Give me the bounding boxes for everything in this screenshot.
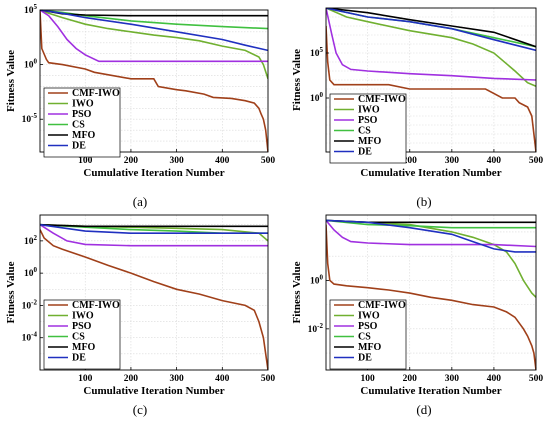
series-line-de: [326, 219, 536, 253]
y-axis-title: Fitness Value: [291, 261, 303, 323]
series-line-de: [326, 8, 536, 52]
x-tick-label: 500: [261, 156, 276, 166]
axes-frame: [39, 214, 269, 371]
series-line-mfo: [326, 8, 536, 48]
y-tick-label: 100: [24, 58, 38, 71]
x-tick-label: 300: [169, 156, 184, 166]
x-tick-label: 500: [529, 156, 544, 166]
legend-label: DE: [72, 353, 86, 364]
chart-panel-4: 100 200 300 400 500 100 10-2 Cumulative Iterati…: [291, 214, 544, 417]
y-axis-title: Fitness Value: [291, 49, 303, 111]
legend-label: DE: [72, 141, 86, 152]
legend-label: PSO: [72, 109, 92, 120]
legend-label: CMF-IWO: [72, 300, 120, 311]
legend-label: DE: [358, 147, 372, 158]
legend-label: CMF-IWO: [72, 88, 120, 99]
x-tick-label: 300: [169, 374, 184, 384]
x-tick-label: 200: [403, 156, 418, 166]
series-line-cmf-iwo: [40, 10, 268, 152]
x-tick-label: 100: [78, 374, 93, 384]
panel-caption: (d): [416, 402, 431, 417]
y-axis-title: Fitness Value: [5, 261, 17, 323]
y-tick-label: 100: [310, 91, 324, 104]
series-line-de: [40, 10, 268, 52]
series-line-pso: [326, 8, 536, 81]
legend-label: CMF-IWO: [358, 300, 406, 311]
legend-label: MFO: [72, 342, 96, 353]
x-tick-label: 300: [445, 374, 460, 384]
legend-label: CS: [72, 120, 85, 131]
y-tick-label: 102: [24, 234, 38, 247]
x-tick-label: 200: [124, 156, 139, 166]
legend-label: MFO: [358, 136, 382, 147]
chart-panel-2: 100200300400500105100Cumulative Iteratio…: [291, 7, 544, 209]
y-axis-title: Fitness Value: [5, 50, 17, 112]
x-tick-label: 400: [215, 156, 230, 166]
x-tick-label: 300: [445, 156, 460, 166]
legend-label: CMF-IWO: [358, 94, 406, 105]
y-tick-label: 10-4: [22, 331, 38, 344]
legend-label: CS: [358, 332, 371, 343]
series-line-pso: [40, 10, 268, 63]
y-tick-label: 10-5: [22, 112, 38, 125]
x-tick-label: 100: [78, 156, 93, 166]
panel-caption: (c): [133, 402, 147, 417]
series-line-mfo: [40, 223, 268, 228]
x-tick-label: 200: [403, 374, 418, 384]
x-axis-title: Cumulative Iteration Number: [83, 167, 224, 179]
series-line-cmf-iwo: [326, 25, 536, 152]
legend-label: PSO: [358, 115, 378, 126]
series-line-de: [40, 223, 268, 234]
x-axis-title: Cumulative Iteration Number: [360, 385, 501, 397]
legend-label: PSO: [358, 321, 378, 332]
legend-label: IWO: [358, 311, 380, 322]
chart-panel-3: 100 200 300 400 500 102 100 10-2 10-4 Cumulative …: [5, 214, 276, 417]
panel-caption: (b): [416, 194, 431, 209]
y-tick-label: 100: [24, 266, 38, 279]
x-axis-title: Cumulative Iteration Number: [360, 167, 501, 179]
chart-panel-1: 100 200 300 400 500 105 100 10-5 Cumulative Iter…: [5, 3, 275, 209]
y-tick-label: 10-2: [22, 298, 38, 311]
legend-label: MFO: [358, 342, 382, 353]
x-tick-label: 200: [124, 374, 139, 384]
x-tick-label: 500: [261, 374, 276, 384]
axes-frame: [39, 9, 269, 153]
x-tick-label: 100: [361, 374, 376, 384]
y-tick-label: 105: [310, 46, 324, 59]
series-line-iwo: [326, 8, 536, 88]
series-line-pso: [40, 224, 268, 247]
legend-label: DE: [358, 353, 372, 364]
x-tick-label: 400: [487, 374, 502, 384]
x-tick-label: 400: [215, 374, 230, 384]
legend-label: IWO: [72, 99, 94, 110]
x-axis-title: Cumulative Iteration Number: [83, 385, 224, 397]
panel-caption: (a): [133, 194, 147, 209]
legend-label: PSO: [72, 321, 92, 332]
series-line-iwo: [40, 10, 268, 80]
y-tick-label: 105: [24, 3, 38, 16]
axes-frame: [325, 214, 537, 371]
series-line-cs: [326, 219, 536, 229]
x-tick-label: 400: [487, 156, 502, 166]
legend-label: MFO: [72, 130, 96, 141]
series-line-cs: [40, 10, 268, 30]
series-line-cmf-iwo: [326, 224, 536, 370]
y-tick-label: 10-2: [308, 322, 324, 335]
y-tick-label: 100: [310, 273, 324, 286]
axes-frame: [325, 7, 537, 153]
series-line-cmf-iwo: [40, 229, 268, 370]
legend-label: CS: [358, 126, 371, 137]
legend-label: IWO: [358, 105, 380, 116]
x-tick-label: 500: [529, 374, 544, 384]
legend-label: CS: [72, 332, 85, 343]
legend-label: IWO: [72, 311, 94, 322]
